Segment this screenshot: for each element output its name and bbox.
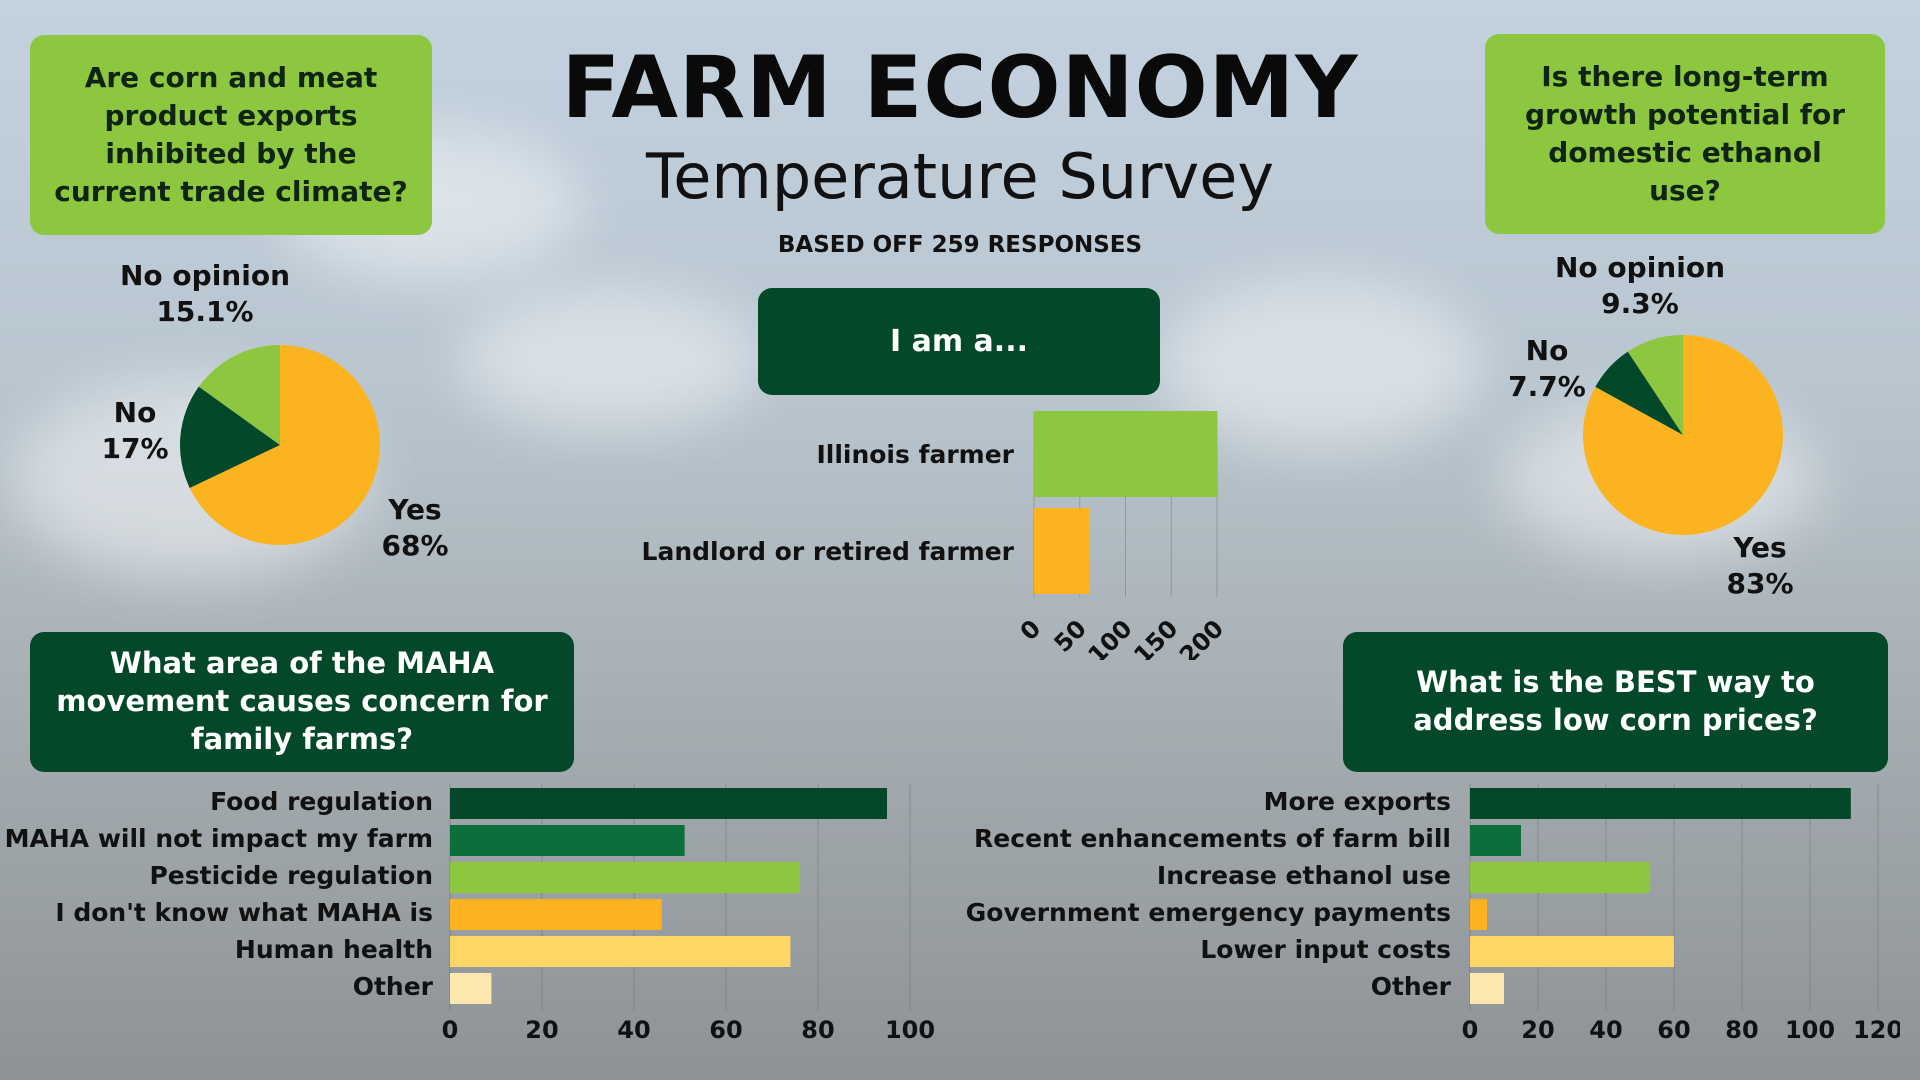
exports-label-yes: Yes 68% xyxy=(370,492,460,565)
iama-question: I am a... xyxy=(890,324,1028,359)
maha-label-human-health: Human health xyxy=(234,935,433,964)
exports-label-no-opinion-name: No opinion xyxy=(120,259,290,292)
maha-tick-label: 0 xyxy=(442,1016,459,1044)
ethanol-label-no-name: No xyxy=(1525,334,1569,367)
iama-bar xyxy=(1034,411,1217,497)
corn-bar xyxy=(1470,862,1651,893)
ethanol-label-no-value: 7.7% xyxy=(1508,370,1586,404)
ethanol-pie-chart xyxy=(1583,335,1783,535)
corn-bar xyxy=(1470,899,1487,930)
corn-label-input-costs: Lower input costs xyxy=(1200,935,1451,964)
iama-bar xyxy=(1034,508,1090,594)
exports-label-no: No 17% xyxy=(95,395,175,468)
exports-label-yes-name: Yes xyxy=(388,493,442,526)
exports-label-no-opinion: No opinion 15.1% xyxy=(100,258,310,331)
corn-tick-label: 60 xyxy=(1657,1016,1690,1044)
exports-pie-chart xyxy=(180,345,380,545)
maha-tick-label: 60 xyxy=(709,1016,742,1044)
corn-label-more-exports: More exports xyxy=(1263,787,1451,816)
maha-label-no-impact: MAHA will not impact my farm xyxy=(4,824,433,853)
maha-bar xyxy=(450,899,662,930)
maha-tick-label: 80 xyxy=(801,1016,834,1044)
corn-label-emergency-payments: Government emergency payments xyxy=(965,898,1451,927)
maha-label-pesticide-regulation: Pesticide regulation xyxy=(149,861,433,890)
corn-question-box: What is the BEST way to address low corn… xyxy=(1343,632,1888,772)
page-subtitle: Temperature Survey xyxy=(645,140,1275,213)
corn-tick-label: 120 xyxy=(1853,1016,1900,1044)
exports-slice-no-opinion xyxy=(198,345,280,445)
corn-bar xyxy=(1470,973,1504,1004)
ethanol-label-no: No 7.7% xyxy=(1502,333,1592,406)
maha-label-dont-know: I don't know what MAHA is xyxy=(55,898,433,927)
iama-label-landlord: Landlord or retired farmer xyxy=(641,537,1014,566)
ethanol-label-no-opinion-value: 9.3% xyxy=(1601,287,1679,321)
corn-bar xyxy=(1470,936,1674,967)
maha-question-box: What area of the MAHA movement causes co… xyxy=(30,632,574,772)
maha-tick-label: 100 xyxy=(885,1016,935,1044)
ethanol-label-no-opinion: No opinion 9.3% xyxy=(1535,250,1745,323)
maha-label-food-regulation: Food regulation xyxy=(210,787,433,816)
corn-question: What is the BEST way to address low corn… xyxy=(1413,665,1818,737)
exports-label-no-name: No xyxy=(113,396,157,429)
ethanol-question: Is there long-term growth potential for … xyxy=(1524,60,1846,207)
iama-tick-label: 150 xyxy=(1128,614,1183,660)
iama-tick-label: 200 xyxy=(1174,614,1229,660)
page-title: FARM ECONOMY xyxy=(561,38,1359,138)
maha-bar xyxy=(450,788,887,819)
corn-bar xyxy=(1470,788,1851,819)
corn-bar-chart: 0 20 40 60 80 100 120 xyxy=(1462,784,1900,1044)
maha-bar xyxy=(450,862,800,893)
maha-bar xyxy=(450,936,791,967)
ethanol-label-yes-value: 83% xyxy=(1726,567,1794,601)
corn-tick-label: 80 xyxy=(1725,1016,1758,1044)
exports-question: Are corn and meat product exports inhibi… xyxy=(54,61,408,208)
maha-bar-chart: 0 20 40 60 80 100 xyxy=(442,784,935,1044)
exports-question-box: Are corn and meat product exports inhibi… xyxy=(30,35,432,235)
responses-note: BASED OFF 259 RESPONSES xyxy=(777,232,1143,258)
iama-question-box: I am a... xyxy=(758,288,1160,395)
ethanol-question-box: Is there long-term growth potential for … xyxy=(1485,34,1885,234)
iama-label-illinois-farmer: Illinois farmer xyxy=(816,440,1014,469)
maha-bar xyxy=(450,973,492,1004)
maha-label-other: Other xyxy=(352,972,433,1001)
ethanol-slice-no xyxy=(1595,351,1683,435)
corn-tick-label: 40 xyxy=(1589,1016,1622,1044)
corn-label-other: Other xyxy=(1370,972,1451,1001)
maha-tick-label: 20 xyxy=(525,1016,558,1044)
maha-bar xyxy=(450,825,685,856)
corn-tick-label: 20 xyxy=(1521,1016,1554,1044)
maha-tick-label: 40 xyxy=(617,1016,650,1044)
corn-label-ethanol: Increase ethanol use xyxy=(1156,861,1451,890)
corn-bar xyxy=(1470,825,1521,856)
exports-slice-yes xyxy=(189,345,380,545)
corn-tick-label: 100 xyxy=(1785,1016,1835,1044)
exports-slice-no xyxy=(180,386,280,488)
iama-tick-label: 0 xyxy=(1015,614,1047,646)
ethanol-label-yes-name: Yes xyxy=(1733,531,1787,564)
ethanol-label-yes: Yes 83% xyxy=(1715,530,1805,603)
exports-label-no-value: 17% xyxy=(101,432,169,466)
ethanol-slice-no-opinion xyxy=(1627,335,1683,435)
exports-label-yes-value: 68% xyxy=(381,529,449,563)
ethanol-label-no-opinion-name: No opinion xyxy=(1555,251,1725,284)
exports-label-no-opinion-value: 15.1% xyxy=(156,295,254,329)
maha-question: What area of the MAHA movement causes co… xyxy=(56,646,548,756)
cloud-decoration xyxy=(460,290,760,430)
corn-label-farm-bill: Recent enhancements of farm bill xyxy=(974,824,1451,853)
iama-tick-label: 100 xyxy=(1083,614,1138,660)
corn-tick-label: 0 xyxy=(1462,1016,1479,1044)
